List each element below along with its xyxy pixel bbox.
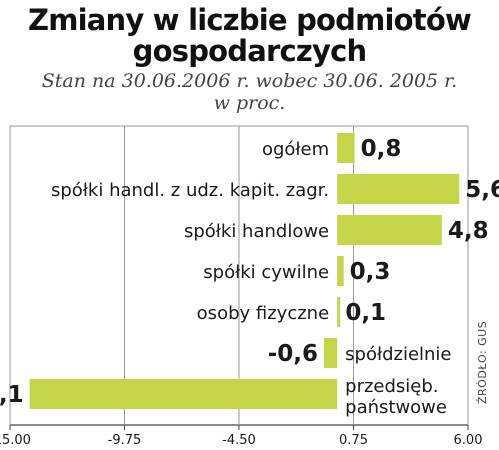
- chart-subtitle-line-2: w proc.: [213, 92, 286, 114]
- bar: [324, 338, 338, 368]
- source-note: ŹRÓDŁO: GUS: [474, 296, 494, 406]
- bar: [337, 256, 344, 286]
- x-tick-label: -15.00: [0, 433, 31, 448]
- value-label: -14,1: [0, 382, 24, 408]
- category-label: przedsięb.: [345, 376, 438, 397]
- category-label: ogółem: [262, 139, 329, 160]
- category-label: spółdzielnie: [345, 344, 451, 365]
- bar: [337, 297, 341, 327]
- category-label: osoby fizyczne: [197, 303, 329, 324]
- chart-subtitle-line-1: Stan na 30.06.2006 r. wobec 30.06. 2005 …: [41, 70, 458, 92]
- chart-title-line-2: gospodarczych: [132, 34, 367, 68]
- x-tick-label: 6.00: [454, 433, 483, 448]
- category-label: państwowe: [345, 397, 447, 418]
- value-label: 0,8: [361, 136, 402, 162]
- chart-title-line-1: Zmiany w liczbie podmiotów: [27, 3, 472, 37]
- value-label: -0,6: [268, 341, 318, 367]
- bar: [337, 174, 460, 204]
- bar: [337, 215, 442, 245]
- x-tick-label: -9.75: [108, 433, 142, 448]
- bar: [337, 133, 355, 163]
- value-label: 0,3: [350, 259, 391, 285]
- x-tick-label: -4.50: [222, 433, 256, 448]
- category-label: spółki cywilne: [203, 262, 329, 283]
- category-label: spółki handlowe: [184, 221, 329, 242]
- source-label: ŹRÓDŁO: GUS: [476, 320, 489, 404]
- value-label: 4,8: [448, 218, 489, 244]
- bar: [29, 379, 338, 409]
- value-label: 5,6: [465, 177, 499, 203]
- category-label: spółki handl. z udz. kapit. zagr.: [51, 180, 329, 201]
- x-tick-label: 0.75: [339, 433, 368, 448]
- value-label: 0,1: [345, 300, 386, 326]
